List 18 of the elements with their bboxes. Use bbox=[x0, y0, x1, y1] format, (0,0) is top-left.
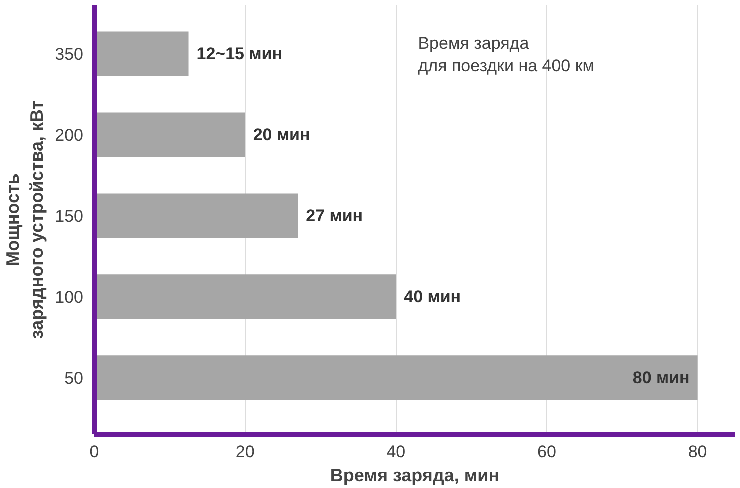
x-tick-label: 20 bbox=[236, 442, 255, 462]
y-tick-label: 150 bbox=[55, 206, 84, 226]
x-axis-title: Время заряда, мин bbox=[330, 466, 500, 486]
annotation: Время заряда для поездки на 400 км bbox=[418, 34, 594, 76]
y-tick-label: 50 bbox=[64, 368, 84, 388]
data-label: 12~15 мин bbox=[196, 44, 283, 64]
x-tick-label: 60 bbox=[538, 442, 556, 462]
x-tick-label: 0 bbox=[90, 442, 100, 462]
data-label: 20 мин bbox=[253, 126, 310, 145]
y-tick-label: 200 bbox=[55, 126, 84, 146]
y-axis-title: Мощность зарядного устройства, кВт bbox=[3, 100, 48, 340]
data-label: 27 мин bbox=[306, 206, 364, 226]
x-tick-label: 80 bbox=[688, 442, 708, 462]
data-label: 80 мин bbox=[632, 368, 690, 388]
y-tick-label: 100 bbox=[55, 288, 84, 307]
y-tick-label: 350 bbox=[55, 45, 84, 64]
x-tick-label: 40 bbox=[386, 442, 406, 462]
data-label: 40 мин bbox=[404, 287, 462, 306]
